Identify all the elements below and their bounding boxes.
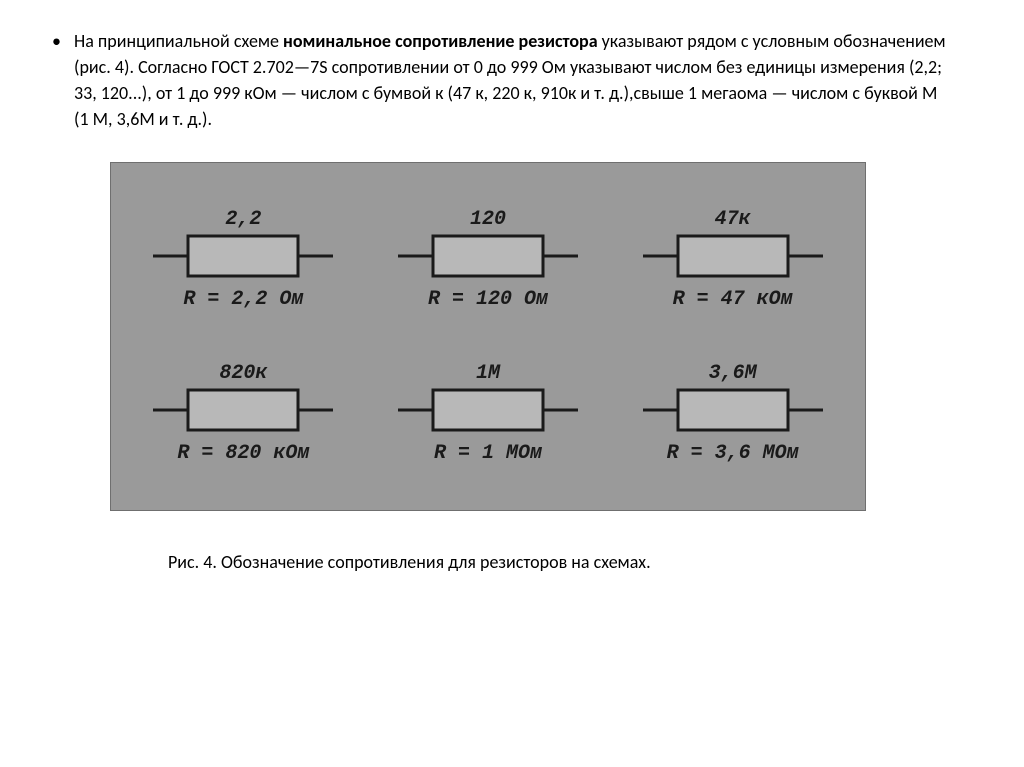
bullet-glyph: • (50, 28, 74, 54)
resistor-symbol-icon (643, 387, 823, 433)
resistor-value-label: 120 (470, 208, 506, 231)
resistor-symbol (398, 387, 578, 438)
resistor-value-label: 1М (476, 362, 500, 385)
resistor-row: 820к R = 820 кОм 1М R = 1 МОм 3,6М R = 3,6 МО… (121, 362, 855, 465)
resistor-value-label: 3,6М (709, 362, 757, 385)
resistor-symbol-icon (153, 233, 333, 279)
slide: • На принципиальной схеме номинальное со… (0, 0, 1024, 593)
figure-caption: Рис. 4. Обозначение сопротивления для ре… (168, 551, 866, 573)
resistor-equation-label: R = 3,6 МОм (667, 442, 799, 465)
resistor-symbol-icon (398, 233, 578, 279)
resistor-cell: 2,2 R = 2,2 Ом (153, 208, 333, 311)
resistor-cell: 1М R = 1 МОм (398, 362, 578, 465)
bullet-row: • На принципиальной схеме номинальное со… (50, 28, 974, 132)
resistor-cell: 120 R = 120 Ом (398, 208, 578, 311)
resistor-cell: 47к R = 47 кОм (643, 208, 823, 311)
figure-wrap: 2,2R = 2,2 Ом120R = 120 Ом47кR = 47 кОм … (110, 162, 866, 573)
resistor-symbol (643, 233, 823, 284)
resistor-row: 2,2 R = 2,2 Ом 120 R = 120 Ом 47к R = 47 кОм (121, 208, 855, 311)
resistor-symbol (398, 233, 578, 284)
paragraph: На принципиальной схеме номинальное сопр… (74, 28, 974, 132)
resistor-symbol-icon (153, 387, 333, 433)
resistor-cell: 820к R = 820 кОм (153, 362, 333, 465)
resistor-symbol (643, 387, 823, 438)
resistor-equation-label: R = 120 Ом (428, 288, 548, 311)
resistor-equation-label: R = 1 МОм (434, 442, 542, 465)
resistor-value-label: 2,2 (225, 208, 261, 231)
resistor-symbol-icon (643, 233, 823, 279)
resistor-symbol (153, 233, 333, 284)
para-bold: номинальное сопротивление резистора (283, 30, 598, 52)
resistor-cell: 3,6М R = 3,6 МОм (643, 362, 823, 465)
resistor-value-label: 820к (219, 362, 267, 385)
resistor-symbol-icon (398, 387, 578, 433)
resistor-equation-label: R = 47 кОм (673, 288, 793, 311)
resistor-symbol (153, 387, 333, 438)
para-pre: На принципиальной схеме (74, 30, 283, 52)
figure: 2,2R = 2,2 Ом120R = 120 Ом47кR = 47 кОм … (110, 162, 866, 511)
resistor-equation-label: R = 2,2 Ом (183, 288, 303, 311)
resistor-equation-label: R = 820 кОм (177, 442, 309, 465)
resistor-value-label: 47к (715, 208, 751, 231)
